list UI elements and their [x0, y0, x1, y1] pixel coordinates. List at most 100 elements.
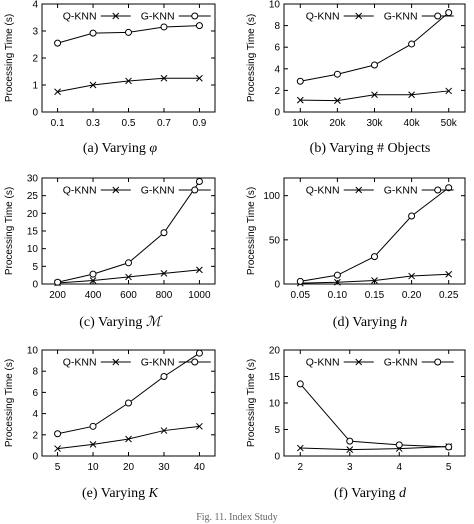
- x-tick-label: 800: [156, 290, 173, 301]
- y-tick-label: 0: [32, 280, 38, 291]
- marker-stroke: [125, 77, 132, 85]
- data-point-q-knn: [125, 77, 132, 85]
- x-tick-label: 4: [396, 462, 402, 473]
- marker-stroke: [445, 87, 453, 95]
- x-tick-label: 0.5: [122, 118, 136, 129]
- y-tick-label: 1: [32, 81, 38, 92]
- marker-stroke: [355, 186, 363, 194]
- series-line-g-knn: [57, 181, 200, 283]
- marker-stroke: [334, 97, 341, 105]
- data-point-q-knn: [334, 278, 341, 286]
- data-point-g-knn: [445, 9, 453, 17]
- subfigure-caption: (b) Varying # Objects: [310, 141, 431, 156]
- data-point-g-knn: [395, 441, 403, 449]
- chart-panel: 0 2 4 6 8 10 5 10 20 30 40 Processing Time (s) Q-KNN…: [4, 346, 216, 501]
- legend-marker-q-knn: [355, 12, 363, 20]
- data-point-g-knn: [125, 399, 132, 407]
- y-tick-label: 4: [32, 0, 38, 11]
- legend-label-g-knn: G-KNN: [384, 185, 418, 197]
- y-tick-label: 5: [274, 425, 280, 436]
- series-line-q-knn: [300, 90, 449, 102]
- data-point-q-knn: [346, 446, 354, 453]
- data-point-g-knn: [296, 77, 304, 85]
- legend-marker-q-knn: [112, 12, 120, 20]
- data-point-g-knn: [54, 430, 62, 438]
- x-tick-label: 20k: [329, 118, 346, 129]
- data-point-g-knn: [445, 184, 453, 192]
- marker-stroke: [89, 440, 97, 448]
- data-point-g-knn: [89, 422, 97, 430]
- data-point-g-knn: [371, 61, 378, 69]
- legend-label-q-knn: Q-KNN: [63, 11, 97, 23]
- data-point-q-knn: [196, 74, 203, 82]
- x-tick-label: 400: [85, 290, 102, 301]
- y-tick-label: 5: [32, 262, 38, 273]
- marker-stroke: [445, 270, 453, 278]
- legend-label-g-knn: G-KNN: [384, 11, 418, 23]
- y-tick-label: 100: [263, 191, 280, 202]
- caption-variable: h: [397, 315, 408, 330]
- data-point-g-knn: [296, 277, 304, 285]
- caption-prefix: (d) Varying: [333, 315, 397, 330]
- data-point-q-knn: [196, 422, 203, 430]
- y-tick-label: 10: [269, 399, 281, 410]
- chart-panel: 0 2 4 6 8 10 10k 20k 30k 40k 50k Processing Time (s…: [246, 0, 466, 156]
- marker-stroke: [112, 358, 120, 366]
- data-point-g-knn: [125, 259, 132, 267]
- data-point-g-knn: [160, 373, 168, 380]
- x-tick-label: 200: [49, 290, 66, 301]
- legend-label-g-knn: G-KNN: [141, 11, 175, 23]
- data-point-g-knn: [89, 270, 97, 278]
- chart-panel: 0 5 10 15 20 25 30 200 400 600 800 1000 Processing T…: [4, 174, 216, 330]
- y-tick-label: 8: [274, 21, 280, 32]
- figure-caption: Fig. 11. Index Study: [196, 512, 278, 523]
- y-tick-label: 4: [32, 409, 38, 420]
- x-tick-label: 40: [194, 462, 206, 473]
- y-tick-label: 0: [274, 108, 280, 119]
- x-tick-label: 0.15: [365, 290, 385, 301]
- data-point-q-knn: [89, 81, 97, 89]
- marker-stroke: [160, 427, 168, 434]
- marker-stroke: [125, 435, 132, 443]
- marker-stroke: [196, 422, 203, 430]
- marker-stroke: [89, 81, 97, 89]
- marker-stroke: [196, 266, 203, 274]
- legend-marker-q-knn: [112, 358, 120, 366]
- caption-prefix: (f) Varying: [334, 486, 396, 501]
- data-point-g-knn: [408, 212, 416, 220]
- data-point-q-knn: [89, 440, 97, 448]
- y-axis-label: Processing Time (s): [246, 14, 257, 102]
- y-tick-label: 15: [27, 227, 39, 238]
- data-point-q-knn: [334, 97, 341, 105]
- legend-marker-g-knn: [191, 12, 199, 20]
- data-point-g-knn: [445, 443, 453, 451]
- x-tick-label: 50k: [441, 118, 458, 129]
- data-point-q-knn: [408, 91, 415, 99]
- data-point-g-knn: [346, 437, 354, 445]
- data-point-q-knn: [54, 88, 61, 96]
- x-tick-label: 0.20: [402, 290, 422, 301]
- y-tick-label: 0: [274, 280, 280, 291]
- x-tick-label: 30: [158, 462, 170, 473]
- legend-marker-q-knn: [355, 358, 363, 366]
- marker-stroke: [355, 358, 363, 366]
- subfigure-caption: (f) Varying d: [334, 486, 407, 501]
- caption-prefix: (a) Varying: [83, 141, 146, 156]
- legend-label-q-knn: Q-KNN: [63, 185, 97, 197]
- legend-label-g-knn: G-KNN: [384, 357, 418, 369]
- data-point-q-knn: [445, 270, 453, 278]
- marker-stroke: [196, 74, 203, 82]
- legend-marker-g-knn: [191, 186, 199, 194]
- data-point-g-knn: [160, 229, 168, 237]
- data-point-q-knn: [408, 272, 415, 280]
- marker-stroke: [89, 277, 97, 284]
- y-tick-label: 0: [32, 108, 38, 119]
- y-tick-label: 4: [274, 64, 280, 75]
- series-line-q-knn: [300, 445, 449, 451]
- x-tick-label: 10: [87, 462, 99, 473]
- caption-variable: K: [145, 486, 159, 501]
- y-tick-label: 10: [27, 244, 39, 255]
- legend-label-q-knn: Q-KNN: [306, 185, 340, 197]
- y-tick-label: 15: [269, 372, 281, 383]
